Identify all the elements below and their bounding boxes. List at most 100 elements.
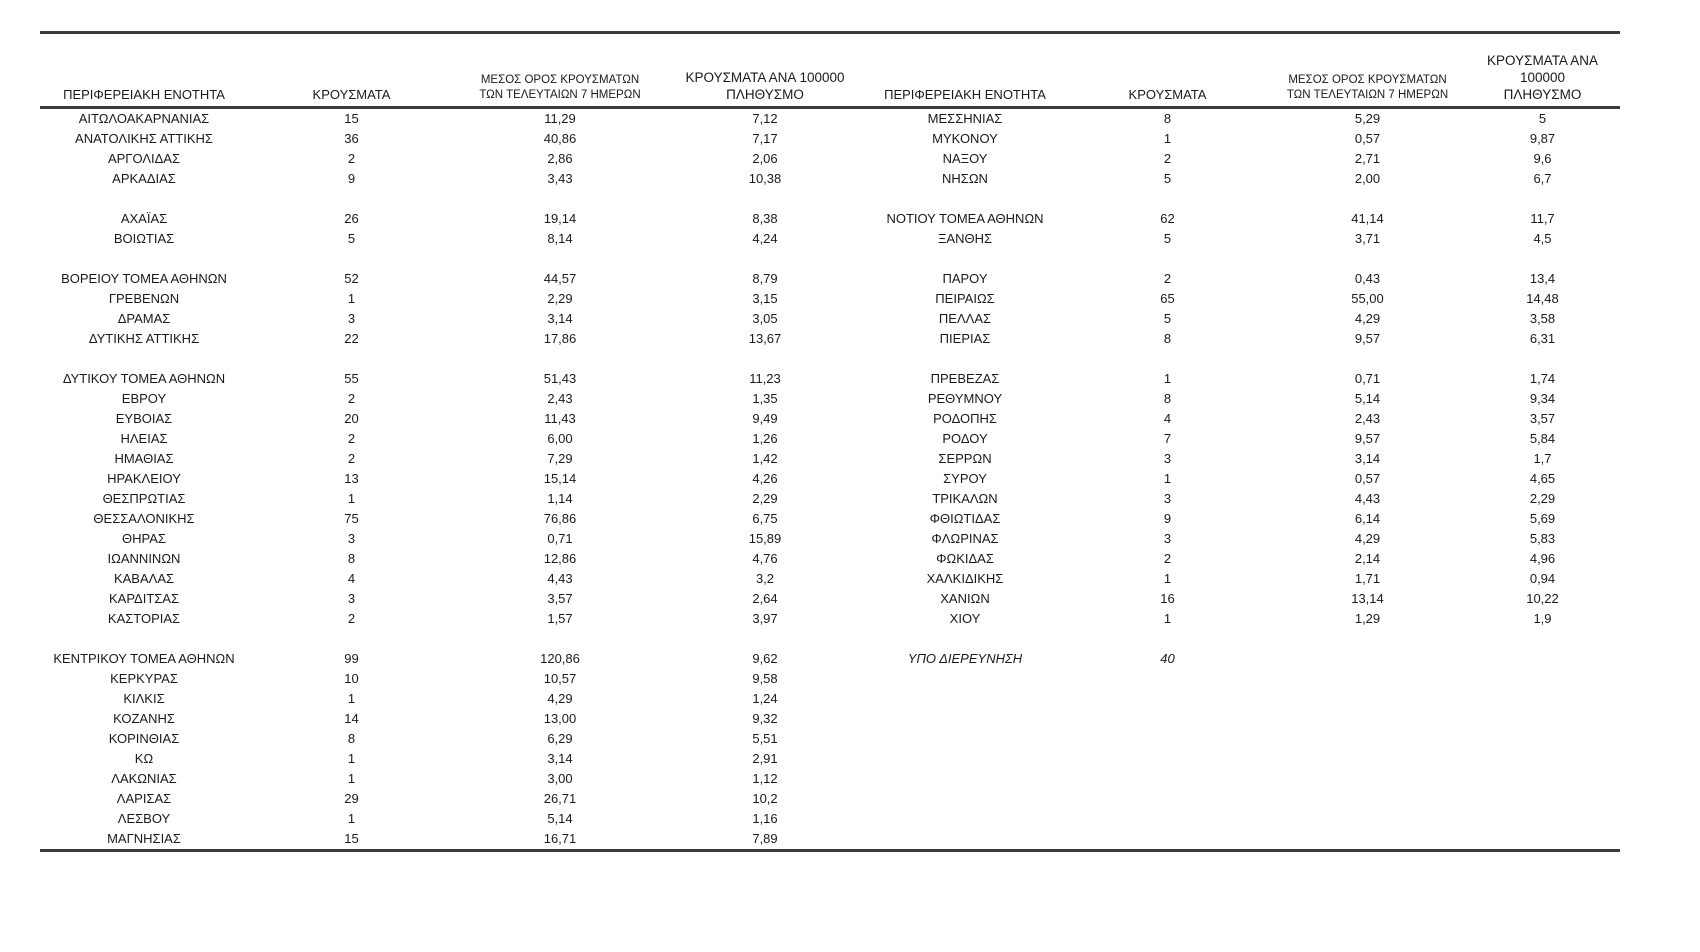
avg7-cell: [1270, 789, 1465, 809]
per100k-cell: 1,9: [1533, 610, 1552, 626]
header-avg7-line2: ΤΩΝ ΤΕΛΕΥΤΑΙΩΝ 7 ΗΜΕΡΩΝ: [1286, 88, 1449, 101]
region-cell: ΑΙΤΩΛΟΑΚΑΡΝΑΝΙΑΣ: [78, 110, 210, 126]
table-row: ΑΝΑΤΟΛΙΚΗΣ ΑΤΤΙΚΗΣ 36 40,86 7,17 ΜΥΚΟΝΟΥ 1 0,5…: [40, 129, 1620, 149]
per100k-cell: 10,38: [748, 170, 782, 186]
cases-cell: 13: [344, 470, 359, 486]
per100k-cell: 1,7: [1533, 450, 1552, 466]
per100k-cell: 11,7: [1530, 210, 1555, 226]
header-cases-label: ΚΡΟΥΣΜΑΤΑ: [1128, 86, 1207, 102]
avg7-cell: 6,29: [547, 730, 573, 746]
cases-cell: 1: [347, 750, 356, 766]
avg7-cell: 17,86: [543, 330, 577, 346]
avg7-cell: 12,86: [543, 550, 577, 566]
region-cell: ΑΝΑΤΟΛΙΚΗΣ ΑΤΤΙΚΗΣ: [75, 130, 213, 146]
header-cases-label: ΚΡΟΥΣΜΑΤΑ: [312, 86, 391, 102]
cases-cell: [1065, 769, 1270, 789]
cases-cell: [1065, 689, 1270, 709]
avg7-cell: 0,57: [1354, 130, 1381, 146]
table-row: ΑΙΤΩΛΟΑΚΑΡΝΑΝΙΑΣ 15 11,29 7,12 ΜΕΣΣΗΝΙΑΣ 8 5,2…: [40, 107, 1620, 129]
header-per100k-line2: ΠΛΗΘΥΣΜΟ: [726, 86, 804, 102]
cases-cell: [1065, 349, 1270, 369]
cases-cell: 1: [347, 290, 356, 306]
avg7-cell: 4,29: [1354, 530, 1381, 546]
per100k-cell: 0,94: [1529, 570, 1556, 586]
per100k-cell: 2,91: [752, 750, 778, 766]
header-avg7-left: ΜΕΣΟΣ ΟΡΟΣ ΚΡΟΥΣΜΑΤΩΝ ΤΩΝ ΤΕΛΕΥΤΑΙΩΝ 7 Η…: [455, 34, 665, 109]
region-cell: ΔΡΑΜΑΣ: [117, 310, 171, 326]
per100k-cell: 9,49: [752, 410, 778, 426]
per100k-cell: 4,96: [1529, 550, 1556, 566]
cases-cell: 2: [1163, 150, 1172, 166]
table-row: ΗΛΕΙΑΣ 2 6,00 1,26 ΡΟΔΟΥ 7 9,57 5,84: [40, 429, 1620, 449]
table-row: ΗΡΑΚΛΕΙΟΥ 13 15,14 4,26 ΣΥΡΟΥ 1 0,57 4,65: [40, 469, 1620, 489]
table-row: ΚΕΡΚΥΡΑΣ 10 10,57 9,58: [40, 669, 1620, 689]
cases-cell: 8: [1163, 330, 1172, 346]
avg7-cell: 3,14: [547, 750, 573, 766]
cases-cell: 1: [347, 810, 356, 826]
region-cell: ΔΥΤΙΚΟΥ ΤΟΜΕΑ ΑΘΗΝΩΝ: [62, 370, 226, 386]
region-cell: ΜΕΣΣΗΝΙΑΣ: [927, 110, 1003, 126]
cases-cell: 4: [1163, 410, 1172, 426]
avg7-cell: 8,14: [547, 230, 573, 246]
region-cell: ΛΕΣΒΟΥ: [117, 810, 171, 826]
avg7-cell: 55,00: [1351, 290, 1384, 306]
region-cell: ΘΕΣΠΡΩΤΙΑΣ: [102, 490, 186, 506]
avg7-cell: 44,57: [543, 270, 577, 286]
region-cell: ΗΡΑΚΛΕΙΟΥ: [107, 470, 181, 486]
per100k-cell: [1465, 349, 1620, 369]
region-cell: [865, 709, 1065, 729]
per100k-cell: [1465, 829, 1620, 851]
table-row: ΚΩ 1 3,14 2,91: [40, 749, 1620, 769]
avg7-cell: 6,14: [1354, 510, 1381, 526]
per100k-cell: 2,06: [752, 150, 778, 166]
cases-cell: 1: [1163, 610, 1172, 626]
table-body: ΑΙΤΩΛΟΑΚΑΡΝΑΝΙΑΣ 15 11,29 7,12 ΜΕΣΣΗΝΙΑΣ 8 5,2…: [40, 107, 1620, 850]
header-per100k-line1: ΚΡΟΥΣΜΑΤΑ ΑΝΑ 100000: [1487, 52, 1598, 85]
cases-cell: 1: [1163, 130, 1172, 146]
table-row: ΔΡΑΜΑΣ 3 3,14 3,05 ΠΕΛΛΑΣ 5 4,29 3,58: [40, 309, 1620, 329]
region-cell: ΙΩΑΝΝΙΝΩΝ: [107, 550, 181, 566]
avg7-cell: 1,14: [547, 490, 573, 506]
per100k-cell: 5: [1538, 110, 1547, 126]
per100k-cell: 13,4: [1529, 270, 1556, 286]
header-cases-right: ΚΡΟΥΣΜΑΤΑ: [1065, 34, 1270, 109]
avg7-cell: [1270, 749, 1465, 769]
per100k-cell: 10,2: [752, 790, 778, 806]
per100k-cell: 13,67: [748, 330, 782, 346]
region-cell: [865, 789, 1065, 809]
per100k-cell: 4,26: [752, 470, 778, 486]
per100k-cell: 3,97: [752, 610, 778, 626]
region-cell: ΦΩΚΙΔΑΣ: [936, 550, 994, 566]
avg7-cell: [1270, 649, 1465, 669]
avg7-cell: 0,71: [1354, 370, 1381, 386]
spacer-row: [40, 629, 1620, 649]
table-row: ΓΡΕΒΕΝΩΝ 1 2,29 3,15 ΠΕΙΡΑΙΩΣ 65 55,00 14,48: [40, 289, 1620, 309]
per100k-cell: 4,65: [1529, 470, 1556, 486]
table-row: ΑΡΓΟΛΙΔΑΣ 2 2,86 2,06 ΝΑΞΟΥ 2 2,71 9,6: [40, 149, 1620, 169]
cases-cell: 1: [1163, 370, 1172, 386]
avg7-cell: [1270, 669, 1465, 689]
table-row: ΚΟΖΑΝΗΣ 14 13,00 9,32: [40, 709, 1620, 729]
region-cell: [865, 809, 1065, 829]
avg7-cell: 120,86: [540, 650, 580, 666]
avg7-cell: 4,43: [1354, 490, 1381, 506]
avg7-cell: 13,14: [1351, 590, 1384, 606]
per100k-cell: 5,51: [752, 730, 778, 746]
table-row: ΒΟΡΕΙΟΥ ΤΟΜΕΑ ΑΘΗΝΩΝ 52 44,57 8,79 ΠΑΡΟΥ 2 0,4…: [40, 269, 1620, 289]
cases-cell: 65: [1160, 290, 1175, 306]
table-row: ΚΑΣΤΟΡΙΑΣ 2 1,57 3,97 ΧΙΟΥ 1 1,29 1,9: [40, 609, 1620, 629]
region-cell: ΝΑΞΟΥ: [942, 150, 988, 166]
header-avg7-right: ΜΕΣΟΣ ΟΡΟΣ ΚΡΟΥΣΜΑΤΩΝ ΤΩΝ ΤΕΛΕΥΤΑΙΩΝ 7 Η…: [1270, 34, 1465, 109]
per100k-cell: 11,23: [749, 370, 781, 386]
per100k-cell: 9,87: [1529, 130, 1556, 146]
per100k-cell: 9,32: [752, 710, 778, 726]
avg7-cell: 5,14: [547, 810, 573, 826]
header-region-label: ΠΕΡΙΦΕΡΕΙΑΚΗ ΕΝΟΤΗΤΑ: [63, 86, 225, 102]
cases-cell: 29: [344, 790, 359, 806]
cases-cell: 2: [347, 450, 356, 466]
avg7-cell: 2,86: [547, 150, 573, 166]
cases-cell: [248, 629, 455, 649]
region-cell: [865, 689, 1065, 709]
region-cell: ΕΥΒΟΙΑΣ: [115, 410, 173, 426]
